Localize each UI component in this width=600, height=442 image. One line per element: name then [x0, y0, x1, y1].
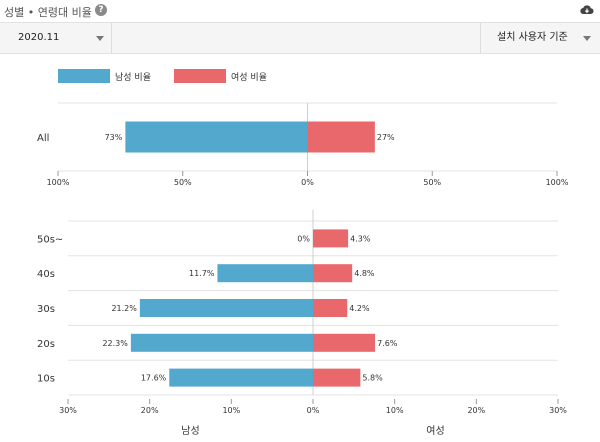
axis-tick-label: 30%	[549, 406, 567, 415]
axis-tick-label: 50%	[423, 178, 441, 187]
x-label-female: 여성	[426, 425, 444, 437]
axis-tick-label: 50%	[174, 178, 192, 187]
bar-female	[313, 333, 376, 352]
bar-male	[130, 333, 313, 352]
bar-male	[169, 368, 313, 387]
value-label-male: 0%	[297, 234, 310, 243]
legend-swatch-male	[58, 69, 110, 83]
axis-tick-label: 20%	[141, 406, 159, 415]
axis-tick-label: 30%	[59, 406, 77, 415]
bar-female	[313, 299, 348, 317]
category-label: 30s	[37, 304, 55, 315]
value-label-male: 21.2%	[111, 304, 137, 313]
axis-tick-label: 10%	[222, 406, 240, 415]
value-label-female: 4.3%	[350, 234, 371, 243]
category-label: 50s~	[37, 234, 63, 245]
value-label-male: 17.6%	[141, 374, 167, 383]
legend-label-male: 남성 비율	[115, 73, 151, 83]
axis-tick-label: 0%	[307, 406, 320, 415]
chevron-down-icon	[96, 36, 104, 41]
category-label: 20s	[37, 339, 55, 350]
legend-swatch-female	[174, 69, 226, 83]
bar-female	[313, 229, 349, 248]
bar-female	[313, 368, 361, 387]
basis-value: 설치 사용자 기준	[497, 32, 568, 43]
legend-label-female: 여성 비율	[231, 73, 267, 83]
axis-tick-label: 10%	[386, 406, 404, 415]
value-label-female: 4.8%	[354, 269, 375, 278]
category-label: All	[37, 133, 49, 144]
widget-title: 성별 • 연령대 비율	[4, 6, 92, 19]
axis-tick-label: 20%	[467, 406, 485, 415]
question-circle-icon[interactable]: ?	[95, 4, 107, 16]
bar-female	[313, 264, 353, 283]
bar-male	[125, 121, 308, 153]
value-label-male: 22.3%	[102, 339, 128, 348]
axis-tick-label: 100%	[47, 178, 70, 187]
chevron-down-icon	[583, 36, 591, 41]
axis-tick-label: 100%	[546, 178, 569, 187]
period-value: 2020.11	[18, 32, 60, 43]
period-dropdown[interactable]: 2020.11	[0, 23, 112, 53]
value-label-female: 7.6%	[377, 339, 398, 348]
value-label-female: 4.2%	[349, 304, 370, 313]
cloud-download-icon[interactable]	[580, 3, 594, 17]
bar-female	[307, 121, 375, 153]
x-label-male: 남성	[181, 425, 199, 437]
axis-tick-label: 0%	[301, 178, 314, 187]
bar-male	[139, 299, 313, 317]
widget-header: 성별 • 연령대 비율 ?	[0, 0, 600, 22]
category-label: 40s	[37, 269, 55, 280]
value-label-male: 11.7%	[189, 269, 215, 278]
bar-male	[217, 264, 313, 283]
basis-dropdown[interactable]: 설치 사용자 기준	[480, 23, 600, 53]
category-label: 10s	[37, 374, 55, 385]
value-label-male: 73%	[105, 133, 123, 142]
filter-bar: 2020.11 설치 사용자 기준	[0, 22, 600, 54]
value-label-female: 27%	[377, 133, 395, 142]
value-label-female: 5.8%	[362, 374, 383, 383]
